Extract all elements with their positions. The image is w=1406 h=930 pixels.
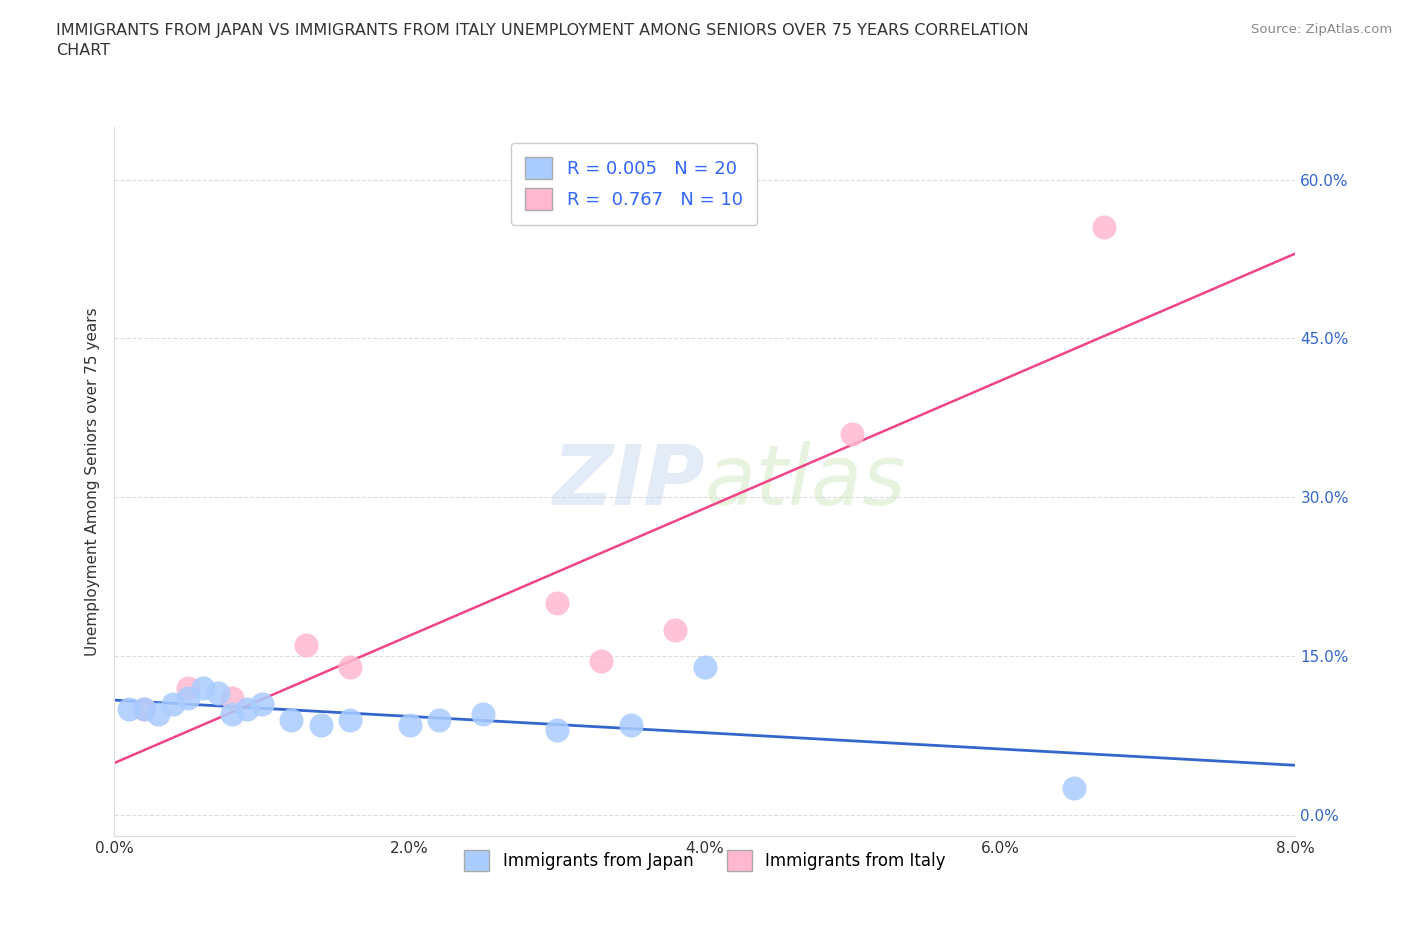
Text: atlas: atlas [704, 441, 907, 522]
Point [207, 685, 229, 700]
Point [620, 717, 643, 732]
Point [118, 701, 141, 716]
Point [309, 717, 332, 732]
Point [177, 681, 200, 696]
Point [398, 717, 420, 732]
Point [132, 701, 155, 716]
Legend: Immigrants from Japan, Immigrants from Italy: Immigrants from Japan, Immigrants from I… [457, 844, 952, 877]
Point [1063, 781, 1085, 796]
Point [1092, 219, 1115, 234]
Point [841, 426, 863, 441]
Point [191, 681, 214, 696]
Point [221, 707, 243, 722]
Point [339, 659, 361, 674]
Point [177, 691, 200, 706]
Point [280, 712, 302, 727]
Point [427, 712, 450, 727]
Point [221, 691, 243, 706]
Point [236, 701, 259, 716]
Point [339, 712, 361, 727]
Point [591, 654, 613, 669]
Point [162, 697, 184, 711]
Text: IMMIGRANTS FROM JAPAN VS IMMIGRANTS FROM ITALY UNEMPLOYMENT AMONG SENIORS OVER 7: IMMIGRANTS FROM JAPAN VS IMMIGRANTS FROM… [56, 23, 1029, 58]
Text: Source: ZipAtlas.com: Source: ZipAtlas.com [1251, 23, 1392, 36]
Point [148, 707, 170, 722]
Point [472, 707, 495, 722]
Point [250, 697, 273, 711]
Point [132, 701, 155, 716]
Point [664, 622, 686, 637]
Point [546, 723, 568, 737]
Point [546, 595, 568, 610]
Text: ZIP: ZIP [553, 441, 704, 522]
Y-axis label: Unemployment Among Seniors over 75 years: Unemployment Among Seniors over 75 years [86, 307, 100, 656]
Point [693, 659, 716, 674]
Point [295, 638, 318, 653]
